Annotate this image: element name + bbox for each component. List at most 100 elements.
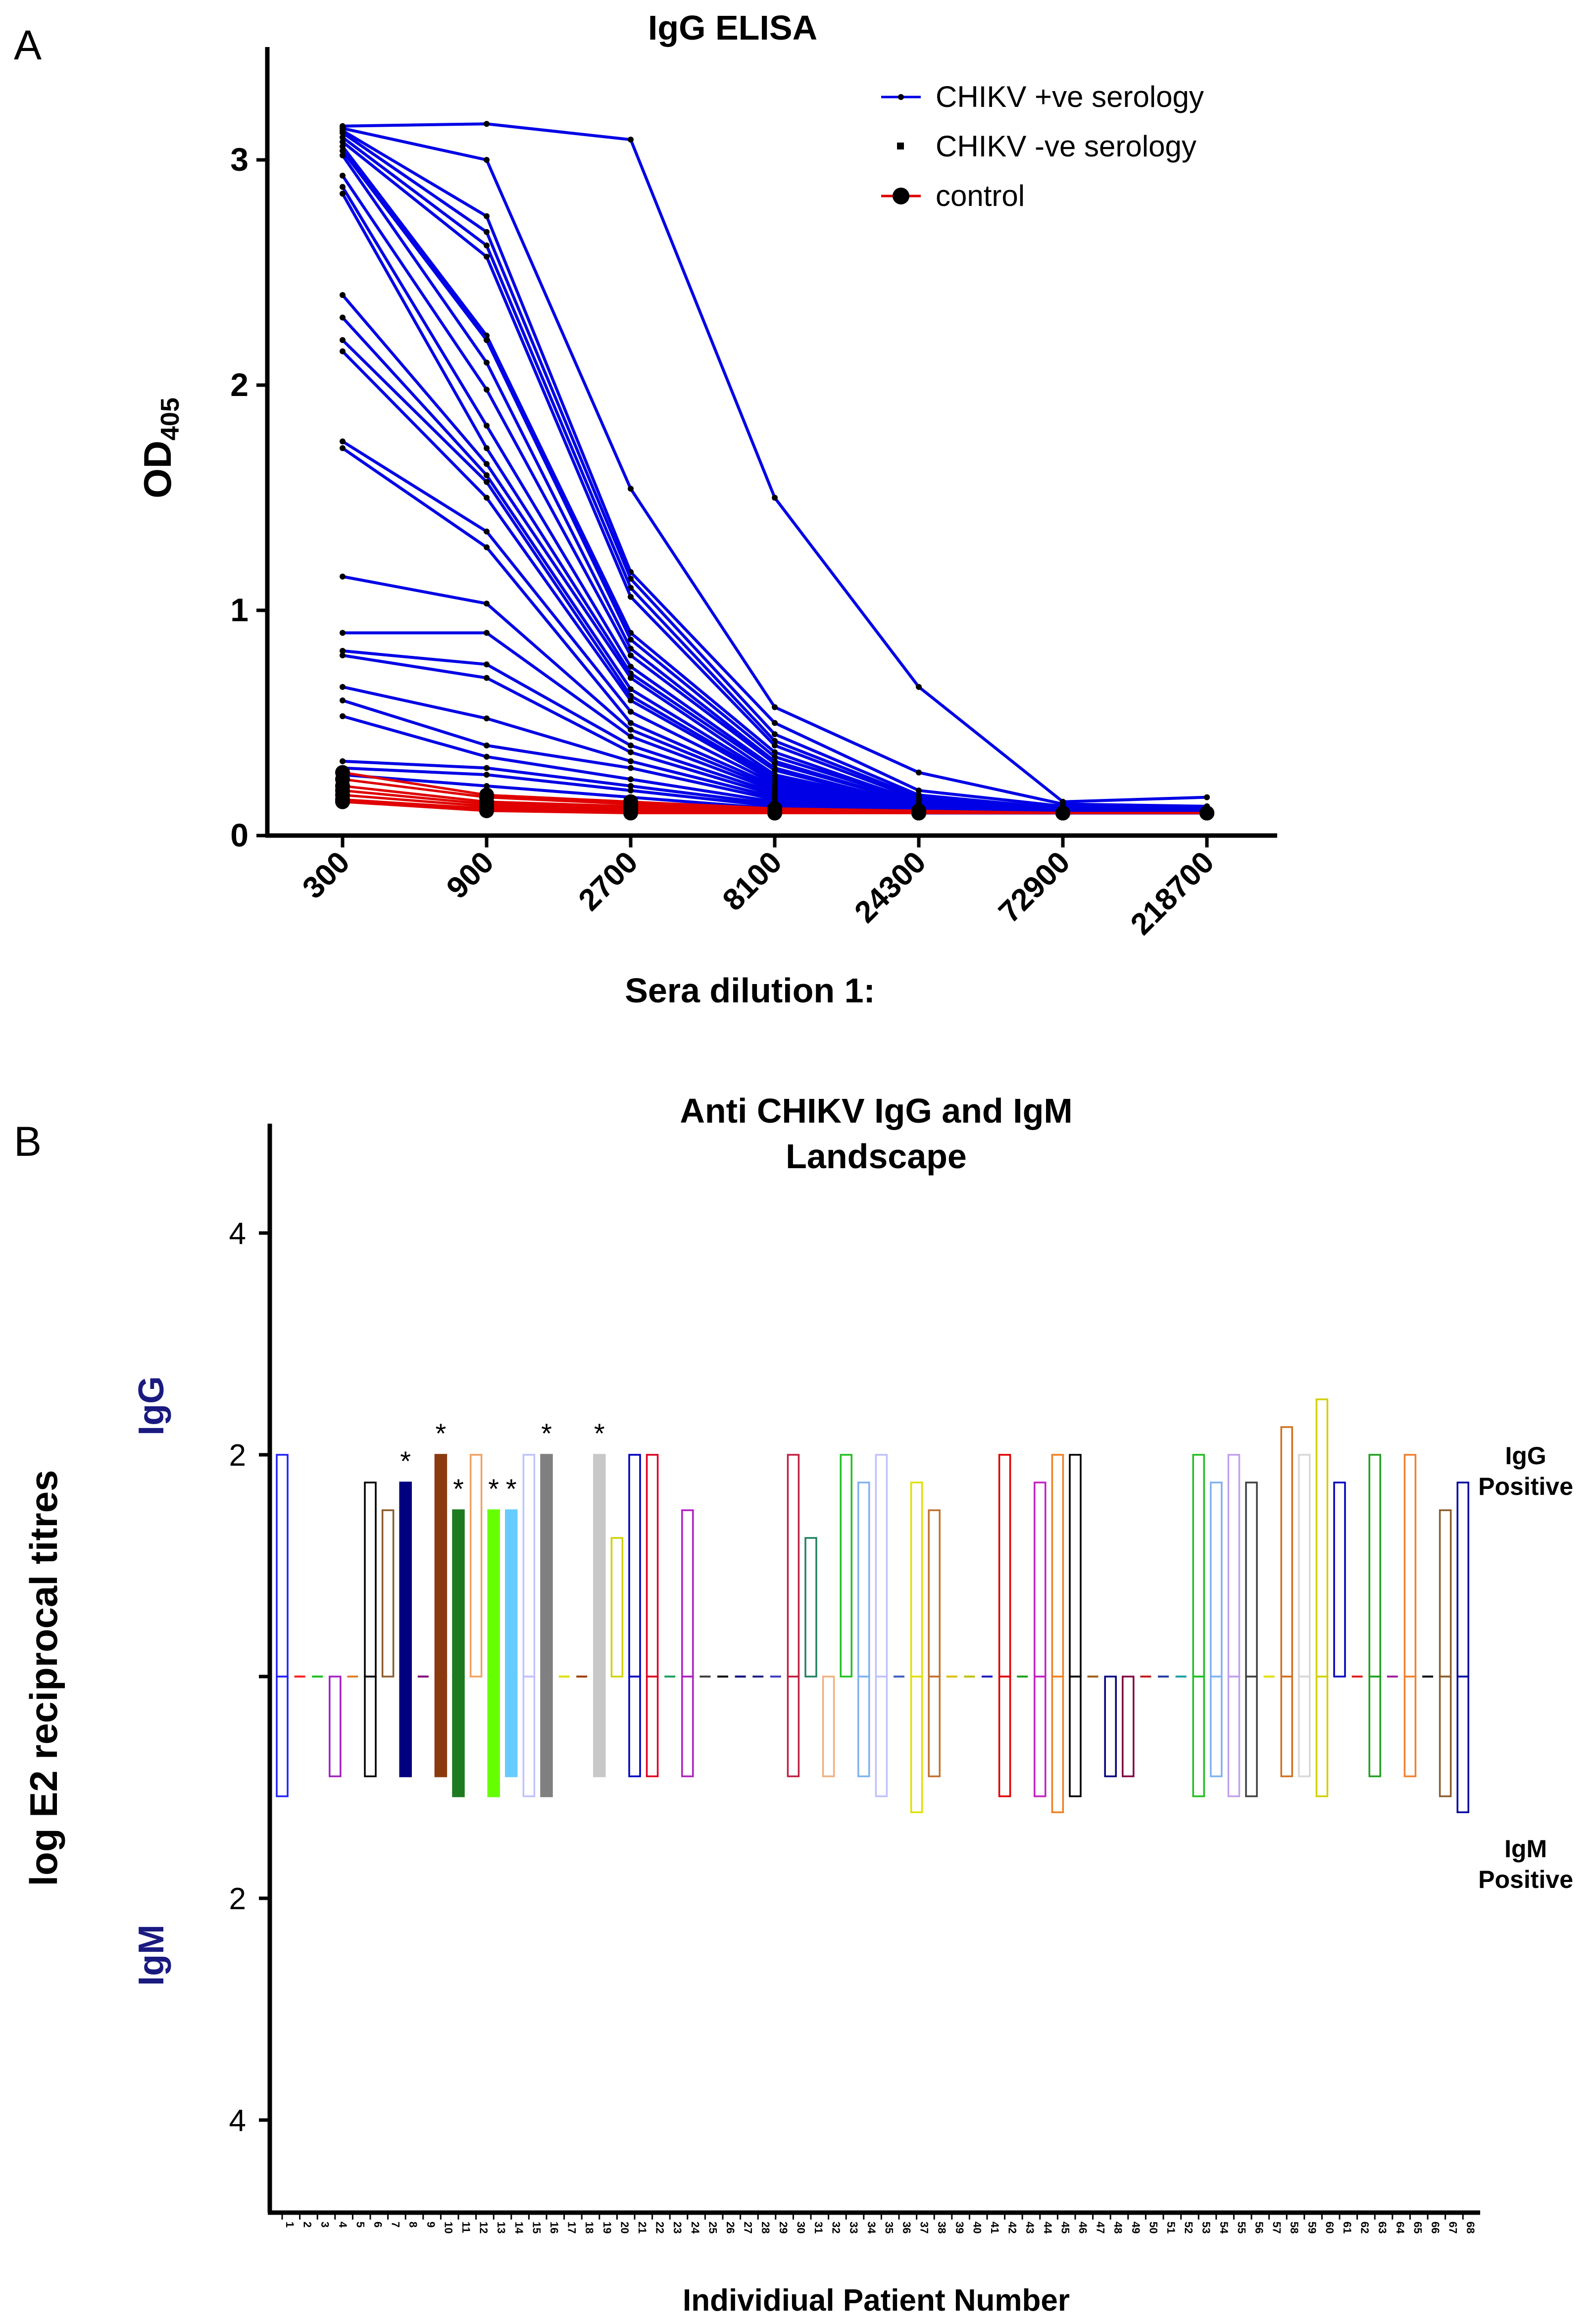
igg-bar bbox=[910, 1482, 923, 1678]
patient-number-label: 10 bbox=[442, 2222, 454, 2233]
panel-a-y-tick-label: 2 bbox=[230, 366, 249, 403]
positive-series-point bbox=[340, 684, 346, 690]
panel-a-title: IgG ELISA bbox=[648, 8, 817, 47]
patient-number-label: 33 bbox=[848, 2222, 860, 2233]
patient-number-label: 47 bbox=[1095, 2222, 1107, 2233]
panel-a-y-axis-label-main: OD bbox=[136, 441, 179, 498]
panel-a-ticks: 0 1 2 3 300 900 2700 8100 24300 72900 218700 bbox=[230, 141, 1221, 941]
positive-series-point bbox=[484, 600, 490, 607]
control-series-point bbox=[1199, 805, 1214, 821]
control-series-point bbox=[623, 805, 638, 821]
igg-bar bbox=[276, 1454, 289, 1678]
patient-number-label: 57 bbox=[1271, 2222, 1283, 2233]
panel-a-y-tick-label: 0 bbox=[230, 817, 249, 853]
patient-number-label: 2 bbox=[301, 2222, 314, 2227]
patient-number-label: 19 bbox=[601, 2222, 613, 2233]
positive-series-point bbox=[772, 494, 778, 501]
igg-bar bbox=[998, 1454, 1011, 1678]
positive-series-point bbox=[484, 675, 490, 681]
patient-number-label: 40 bbox=[971, 2222, 983, 2233]
panel-a-x-tick-label: 24300 bbox=[848, 845, 933, 930]
panel-b: B Anti CHIKV IgG and IgM Landscape log E… bbox=[14, 1091, 1573, 2318]
significance-star: * bbox=[541, 1418, 552, 1449]
panel-a-y-axis-label-sub: 405 bbox=[156, 397, 185, 441]
patient-number-label: 28 bbox=[759, 2222, 772, 2233]
panel-b-bars: *** * ** * bbox=[276, 1398, 1469, 1813]
positive-series-point bbox=[628, 783, 634, 789]
positive-series-point bbox=[340, 191, 346, 197]
igm-bar bbox=[1315, 1676, 1329, 1797]
igm-bar bbox=[822, 1676, 835, 1778]
patient-number-label: 3 bbox=[319, 2222, 331, 2227]
patient-number-label: 24 bbox=[689, 2222, 701, 2234]
positive-series-point bbox=[628, 788, 634, 793]
patient-number-label: 61 bbox=[1341, 2222, 1353, 2233]
panel-a: A IgG ELISA 0 1 2 3 300 900 2700 8100 24300 72900… bbox=[14, 8, 1277, 1010]
igg-bar bbox=[857, 1482, 870, 1678]
positive-series-point bbox=[340, 697, 346, 703]
patient-number-label: 68 bbox=[1464, 2222, 1477, 2233]
igm-bar bbox=[628, 1676, 641, 1778]
patient-number-label: 14 bbox=[513, 2222, 525, 2234]
igg-bar bbox=[787, 1454, 800, 1678]
positive-series-point bbox=[484, 783, 490, 789]
igg-bar bbox=[646, 1454, 659, 1678]
patient-number-label: 37 bbox=[918, 2222, 931, 2233]
panel-a-series bbox=[335, 121, 1214, 821]
patient-number-label: 45 bbox=[1059, 2222, 1071, 2233]
patient-number-label: 17 bbox=[566, 2222, 578, 2233]
positive-series-point bbox=[340, 630, 346, 636]
patient-number-label: 34 bbox=[865, 2222, 878, 2234]
significance-star: * bbox=[594, 1418, 605, 1449]
patient-number-label: 54 bbox=[1218, 2222, 1230, 2234]
panel-a-x-axis-label: Sera dilution 1: bbox=[625, 971, 875, 1010]
patient-number-label: 1 bbox=[284, 2222, 296, 2227]
igm-bar bbox=[910, 1676, 923, 1813]
igm-bar bbox=[681, 1676, 694, 1778]
patient-number-label: 11 bbox=[460, 2222, 472, 2233]
patient-number-label: 65 bbox=[1411, 2222, 1424, 2233]
positive-series-point bbox=[340, 148, 346, 154]
igg-bar bbox=[875, 1454, 888, 1678]
positive-series-point bbox=[484, 772, 490, 778]
igm-positive-label-line2: Positive bbox=[1478, 1866, 1573, 1893]
positive-series-point bbox=[340, 652, 346, 658]
patient-number-label: 52 bbox=[1183, 2222, 1195, 2233]
positive-series-point bbox=[628, 776, 634, 783]
patient-number-label: 29 bbox=[777, 2222, 790, 2233]
igg-bar bbox=[1456, 1482, 1469, 1678]
significance-star: * bbox=[400, 1445, 411, 1477]
igm-bar bbox=[505, 1676, 518, 1778]
positive-series-point bbox=[484, 359, 490, 366]
positive-series-point bbox=[484, 229, 490, 235]
positive-series-point bbox=[772, 767, 778, 774]
igg-bar bbox=[1333, 1482, 1346, 1678]
positive-series-point bbox=[340, 713, 346, 719]
igg-bar bbox=[593, 1454, 606, 1678]
igm-bar bbox=[1210, 1676, 1223, 1778]
patient-number-label: 55 bbox=[1235, 2222, 1247, 2233]
panel-a-axes bbox=[265, 47, 1277, 838]
positive-series-point bbox=[916, 769, 922, 776]
igm-bar bbox=[875, 1676, 888, 1797]
significance-star: * bbox=[506, 1473, 517, 1504]
positive-series-point bbox=[628, 765, 634, 771]
patient-number-label: 8 bbox=[407, 2222, 419, 2227]
positive-series-point bbox=[484, 753, 490, 760]
panel-a-x-tick-label: 8100 bbox=[716, 845, 789, 917]
positive-series-point bbox=[484, 157, 490, 163]
control-series-point bbox=[911, 805, 926, 821]
panel-b-label: B bbox=[14, 1118, 42, 1165]
legend-marker-positive bbox=[898, 94, 904, 100]
positive-series-point bbox=[340, 758, 346, 764]
panel-a-x-tick-label: 300 bbox=[296, 845, 356, 905]
igm-bar bbox=[646, 1676, 659, 1778]
igm-bar bbox=[1439, 1676, 1452, 1797]
patient-number-label: 5 bbox=[354, 2222, 366, 2227]
patient-number-label: 13 bbox=[495, 2222, 507, 2233]
positive-series-point bbox=[628, 585, 634, 591]
patient-number-label: 23 bbox=[671, 2222, 684, 2233]
igm-bar bbox=[1368, 1676, 1381, 1778]
igm-bar bbox=[998, 1676, 1011, 1797]
igg-bar bbox=[804, 1537, 817, 1678]
